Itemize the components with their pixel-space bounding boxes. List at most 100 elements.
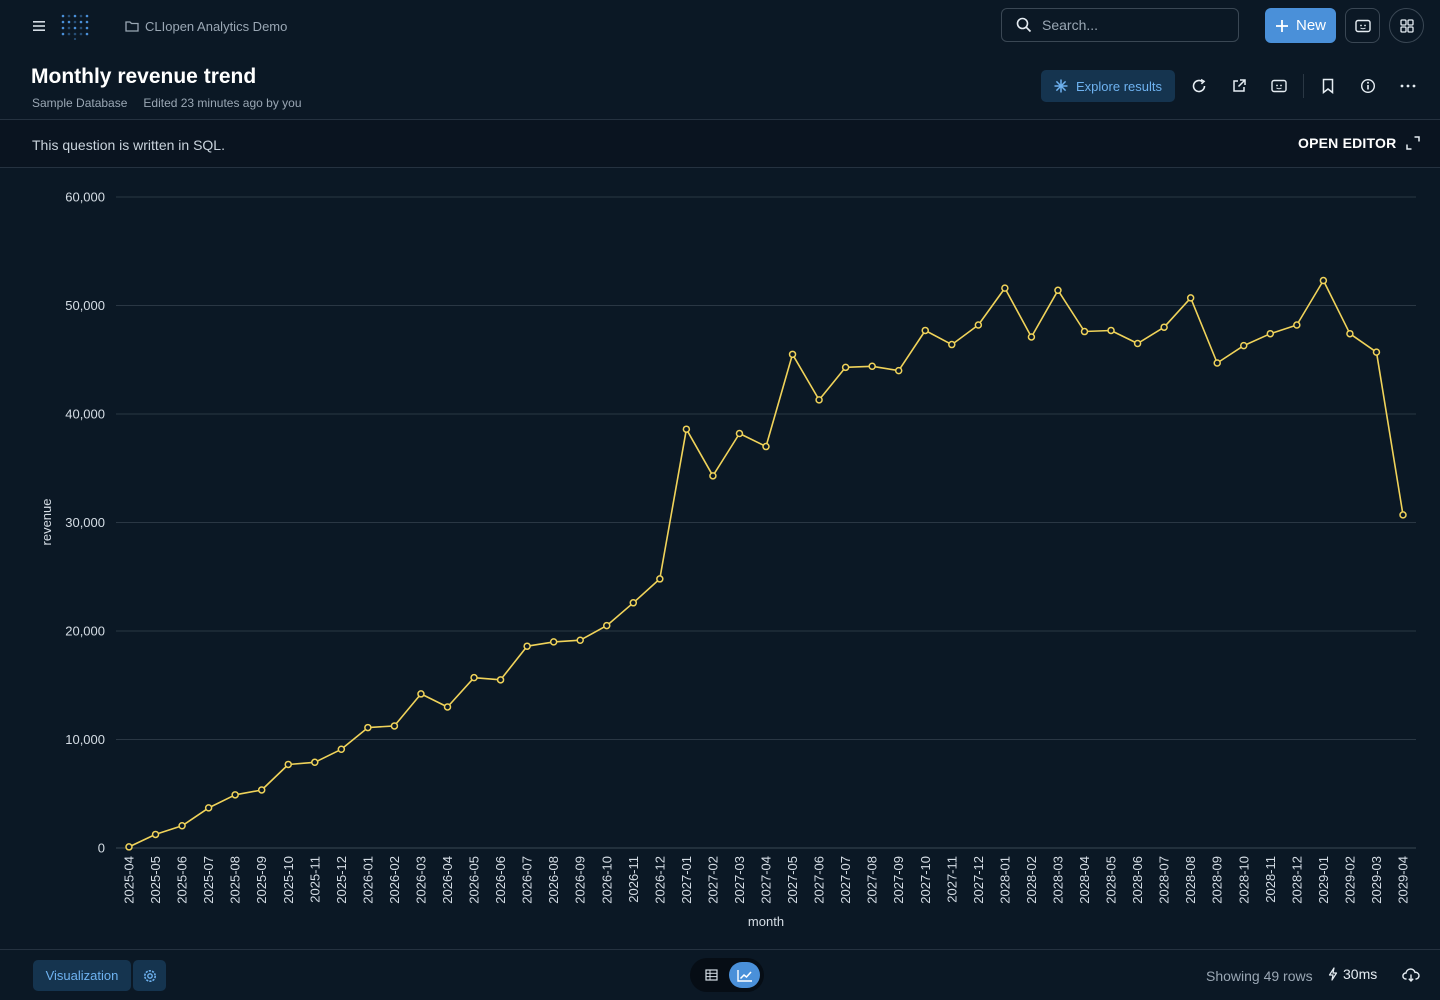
open-editor-button[interactable]: OPEN EDITOR — [1298, 135, 1421, 151]
data-point — [1160, 323, 1168, 331]
y-tick-label: 10,000 — [65, 732, 105, 747]
search-input[interactable] — [1040, 16, 1224, 34]
data-point — [1054, 286, 1062, 295]
data-point — [1213, 359, 1221, 367]
logo-icon[interactable] — [60, 12, 90, 40]
data-point — [443, 703, 452, 711]
gear-icon — [142, 968, 158, 984]
x-tick-label: 2027-05 — [785, 856, 800, 904]
data-point — [921, 326, 929, 335]
search-icon — [1016, 17, 1032, 33]
refresh-icon[interactable] — [1187, 74, 1211, 98]
page-title[interactable]: Monthly revenue trend — [31, 65, 257, 88]
x-tick-label: 2026-01 — [360, 856, 375, 904]
data-point — [682, 425, 691, 433]
y-axis-label: revenue — [39, 499, 54, 546]
data-point — [762, 442, 770, 451]
x-tick-label: 2025-04 — [122, 856, 137, 904]
data-point — [417, 690, 425, 698]
sql-notice-bar — [0, 119, 1440, 168]
y-tick-label: 60,000 — [65, 190, 105, 205]
table-icon — [704, 969, 718, 981]
database-name[interactable]: Sample Database — [32, 96, 128, 110]
visualization-button[interactable]: Visualization — [33, 960, 131, 991]
edited-info[interactable]: Edited 23 minutes ago by you — [143, 96, 302, 110]
x-tick-label: 2027-11 — [944, 856, 959, 903]
x-tick-label: 2025-09 — [254, 856, 269, 904]
data-point — [1399, 511, 1407, 519]
toolbar-divider — [1303, 74, 1304, 98]
x-tick-label: 2027-10 — [918, 856, 933, 904]
collection-name[interactable]: CLIopen Analytics Demo — [145, 18, 288, 34]
sql-notice-text: This question is written in SQL. — [32, 137, 225, 153]
x-tick-label: 2028-02 — [1024, 856, 1039, 904]
data-point — [948, 340, 956, 349]
chat-icon — [1354, 19, 1371, 33]
series-layer — [128, 279, 1404, 848]
visualization-label: Visualization — [45, 968, 119, 983]
points-layer — [125, 276, 1407, 851]
x-tick-label: 2025-06 — [175, 856, 190, 904]
timing-value: 30ms — [1343, 966, 1378, 982]
info-icon[interactable] — [1356, 74, 1380, 98]
x-tick-label: 2029-01 — [1316, 856, 1331, 904]
x-tick-label: 2028-11 — [1263, 856, 1278, 903]
row-count: Showing 49 rows — [1206, 968, 1313, 984]
explore-results-label: Explore results — [1076, 78, 1162, 94]
x-tick-label: 2025-08 — [228, 856, 243, 904]
y-tick-label: 50,000 — [65, 298, 105, 313]
expand-icon — [1406, 136, 1421, 150]
x-tick-label: 2026-03 — [413, 856, 428, 904]
breadcrumb[interactable]: CLIopen Analytics Demo — [125, 17, 287, 35]
x-tick-label: 2028-08 — [1183, 856, 1198, 904]
x-tick-label: 2026-09 — [573, 856, 588, 904]
x-tick-label: 2028-07 — [1157, 856, 1172, 904]
x-tick-label: 2027-04 — [759, 856, 774, 904]
chart-view-toggle[interactable] — [729, 962, 760, 988]
new-button-label: New — [1295, 17, 1326, 34]
data-point — [841, 363, 850, 372]
data-point — [1107, 326, 1115, 335]
data-point — [629, 599, 638, 607]
folder-icon — [125, 20, 139, 32]
apps-button[interactable] — [1389, 8, 1424, 43]
share-icon[interactable] — [1227, 74, 1251, 98]
download-button[interactable] — [1400, 965, 1422, 985]
x-tick-label: 2028-01 — [997, 856, 1012, 904]
cloud-download-icon — [1402, 968, 1420, 982]
data-point — [390, 722, 399, 730]
y-tick-label: 20,000 — [65, 624, 105, 639]
x-tick-label: 2028-05 — [1104, 856, 1119, 904]
data-point — [974, 321, 983, 329]
x-tick-label: 2027-06 — [812, 856, 827, 904]
revenue-series-line — [128, 279, 1404, 848]
data-point — [1266, 329, 1275, 338]
table-view-toggle[interactable] — [698, 962, 724, 988]
line-chart-icon — [736, 969, 753, 982]
data-point — [496, 676, 505, 684]
chat-button[interactable] — [1345, 8, 1380, 43]
x-tick-label: 2027-01 — [679, 856, 694, 904]
y-axis-ticks: 0 10,000 20,000 30,000 40,000 50,000 60,000 — [65, 190, 105, 856]
x-tick-label: 2025-12 — [334, 856, 349, 904]
data-point — [1346, 329, 1354, 338]
data-point — [735, 429, 744, 438]
data-point — [603, 621, 611, 630]
x-tick-label: 2028-12 — [1289, 856, 1304, 904]
data-point — [815, 396, 823, 404]
x-tick-label: 2025-07 — [201, 856, 216, 904]
explore-results-button[interactable]: Explore results — [1041, 70, 1175, 102]
chat-icon[interactable] — [1267, 74, 1291, 98]
x-tick-label: 2028-10 — [1236, 856, 1251, 904]
x-tick-label: 2026-08 — [546, 856, 561, 904]
bookmark-icon[interactable] — [1316, 74, 1340, 98]
data-point — [1319, 276, 1328, 285]
menu-icon[interactable] — [28, 15, 50, 37]
new-button[interactable]: New — [1265, 8, 1336, 43]
data-point — [868, 362, 876, 371]
x-tick-label: 2029-04 — [1396, 856, 1411, 904]
more-icon[interactable] — [1396, 74, 1420, 98]
viz-settings-button[interactable] — [133, 960, 166, 991]
line-chart: 0 10,000 20,000 30,000 40,000 50,000 60,000 20… — [39, 190, 1416, 929]
search-box[interactable] — [1001, 8, 1239, 42]
